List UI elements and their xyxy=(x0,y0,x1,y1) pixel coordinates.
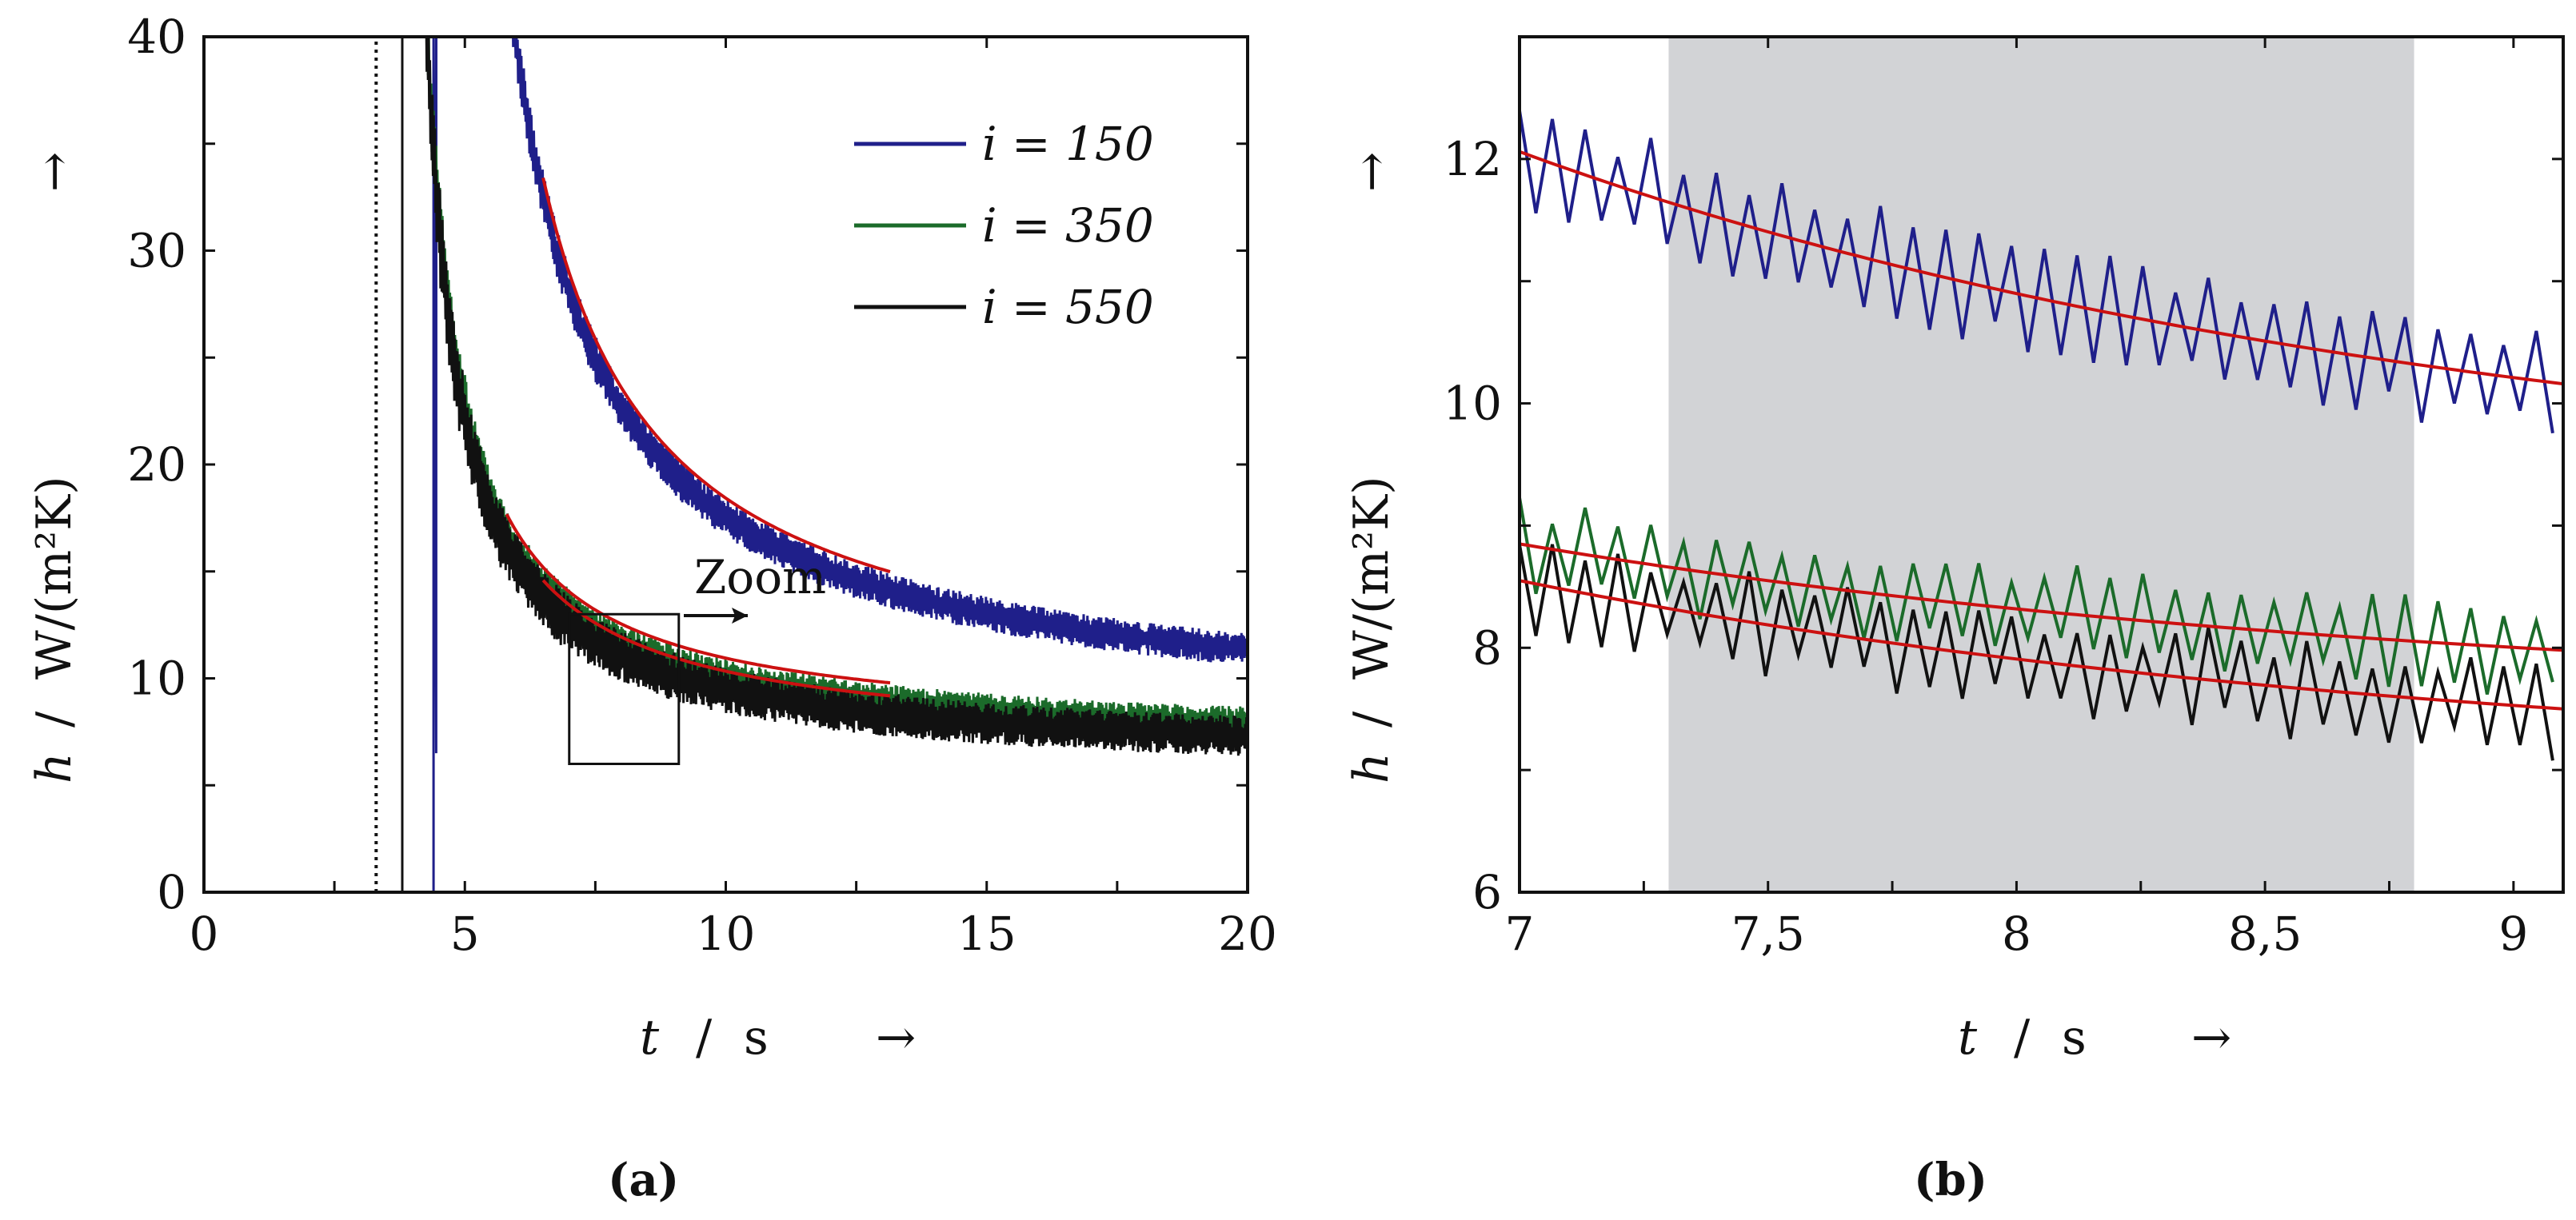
panel-b-plot-area xyxy=(1520,37,2563,892)
a-xlabel-arrow: → xyxy=(876,1010,916,1066)
a-xlabel-unit: s xyxy=(744,1010,769,1066)
b-xlabel-arrow: → xyxy=(2191,1010,2231,1066)
a-ytick-label: 0 xyxy=(157,865,186,919)
legend-label-i550: i = 550 xyxy=(982,280,1154,334)
b-ylabel-unit: W/(m²K) xyxy=(1344,476,1400,680)
legend: i = 150 i = 350 i = 550 xyxy=(854,117,1154,334)
zoom-box xyxy=(568,612,681,765)
a-xlabel-var: t xyxy=(640,1010,660,1066)
fit-curve-i350 xyxy=(505,513,891,685)
panel-a-plot-area xyxy=(374,37,1248,892)
a-xtick-label: 0 xyxy=(190,907,219,961)
panel-b-xlabel: t / s → xyxy=(1958,1010,2231,1066)
a-ytick-label: 40 xyxy=(127,10,186,64)
zoom-fit-curve-i550 xyxy=(1520,579,2563,711)
panel-b-series xyxy=(1520,110,2563,761)
fit-curve-i550 xyxy=(541,579,891,698)
a-ytick-label: 30 xyxy=(127,224,186,278)
zoom-series-line-i150 xyxy=(1520,110,2554,434)
panel-a-series xyxy=(374,37,1248,892)
panel-b-frame xyxy=(1518,35,2565,894)
b-xtick-label: 8,5 xyxy=(2228,907,2302,961)
b-xlabel-var: t xyxy=(1958,1010,1978,1066)
a-xtick-label: 20 xyxy=(1218,907,1277,961)
fit-curve-i150 xyxy=(541,177,891,574)
a-ylabel-unit: W/(m²K) xyxy=(26,476,82,680)
zoom-label: Zoom xyxy=(694,550,826,604)
b-xtick-label: 7 xyxy=(1505,907,1535,961)
b-ylabel-arrow: → xyxy=(1344,152,1400,192)
a-xlabel-slash: / xyxy=(696,1010,713,1066)
b-xlabel-slash: / xyxy=(2014,1010,2031,1066)
a-xtick-label: 5 xyxy=(450,907,480,961)
a-ylabel-arrow: → xyxy=(26,152,82,192)
b-ytick-label: 10 xyxy=(1443,377,1502,431)
a-xtick-label: 10 xyxy=(697,907,756,961)
a-ylabel-slash: / xyxy=(26,711,82,728)
b-xtick-label: 9 xyxy=(2498,907,2528,961)
b-xtick-label: 8 xyxy=(2002,907,2031,961)
caption-b: (b) xyxy=(1914,1154,1987,1206)
caption-a: (a) xyxy=(608,1154,679,1206)
series-line-i150 xyxy=(432,37,1248,892)
b-ytick-label: 6 xyxy=(1472,865,1502,919)
a-ylabel-var: h xyxy=(26,752,82,783)
panel-b-ylabel: h / W/(m²K) → xyxy=(1344,152,1400,783)
legend-label-i350: i = 350 xyxy=(982,198,1154,253)
panel-a-ylabel: h / W/(m²K) → xyxy=(26,152,82,783)
b-xtick-label: 7,5 xyxy=(1731,907,1805,961)
b-ytick-label: 8 xyxy=(1472,620,1502,675)
b-ytick-label: 12 xyxy=(1443,132,1502,186)
a-ytick-label: 20 xyxy=(127,437,186,492)
panel-a-xlabel: t / s → xyxy=(640,1010,916,1066)
panel-a: 0 5 10 15 20 0 10 20 30 40 i = 150 i = 350 i = 55… xyxy=(26,10,1277,1206)
series-line-i550 xyxy=(401,37,1248,892)
a-xtick-label: 15 xyxy=(957,907,1016,961)
zoom-fit-curve-i150 xyxy=(1520,150,2563,386)
a-ytick-label: 10 xyxy=(127,652,186,706)
panel-a-ticks: 0 5 10 15 20 0 10 20 30 40 xyxy=(127,10,1277,961)
zoom-fit-curve-i350 xyxy=(1520,542,2563,652)
shaded-region xyxy=(1668,37,2414,892)
panel-b-ticks: 7 7,5 8 8,5 9 6 8 10 12 xyxy=(1443,37,2563,961)
panel-b: 7 7,5 8 8,5 9 6 8 10 12 t / s → h / W/(m²K) → (b… xyxy=(1344,35,2565,1206)
b-ylabel-slash: / xyxy=(1344,711,1400,728)
zoom-arrow-head xyxy=(732,608,748,624)
b-xlabel-unit: s xyxy=(2062,1010,2087,1066)
b-ylabel-var: h xyxy=(1344,752,1400,783)
legend-label-i150: i = 150 xyxy=(982,117,1154,171)
